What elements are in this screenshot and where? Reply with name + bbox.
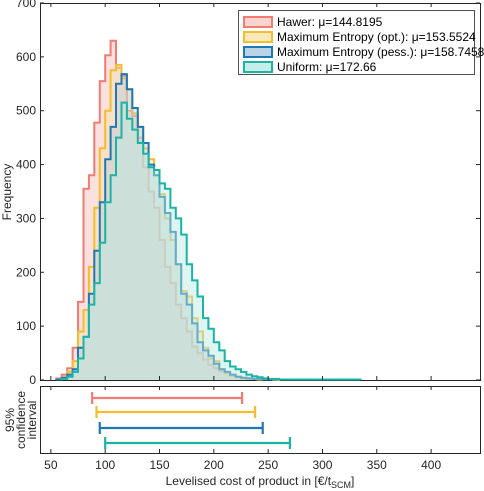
x-axis-label-close: ] [351,474,354,488]
legend-label-0: Hawer: μ=144.8195 [277,15,383,29]
histogram-series-layer [55,39,362,381]
axis-ticks-layer: 0 100 200 300 400 500 600 700 50 100 150 200 250 300 3… [16,0,480,472]
legend-label-3: Uniform: μ=172.66 [277,60,377,74]
legend-swatch-0 [243,16,273,28]
y-tick-label: 100 [16,319,36,333]
series-outline-3 [60,101,362,381]
y-tick-label: 700 [16,0,36,10]
series-fill-3 [61,102,361,380]
ci-label-line2: confidence [14,391,28,449]
y-axis-label: Frequency [0,164,14,221]
legend-label-1: Maximum Entropy (opt.): μ=153.5524 [277,30,476,44]
x-axis-label-main: Levelised cost of product in [€/t [166,474,332,488]
y-tick-label: 400 [16,158,36,172]
y-tick-label: 500 [16,104,36,118]
y-tick-label: 200 [16,265,36,279]
ci-label-line3: interval [25,401,39,440]
legend-swatch-3 [243,61,273,73]
legend-swatch-1 [243,31,273,43]
y-tick-label: 600 [16,50,36,64]
y-tick-label: 300 [16,211,36,225]
series-fill-2 [56,74,279,380]
x-tick-label: 250 [258,458,278,472]
legend-label-2: Maximum Entropy (pess.): μ=158.7458 [277,45,484,59]
legend-box [238,10,475,75]
x-tick-label: 350 [367,458,387,472]
x-tick-label: 100 [95,458,115,472]
x-tick-label: 400 [421,458,441,472]
x-tick-label: 50 [44,458,58,472]
x-axis-label-subscript: SCM [331,480,351,490]
y-tick-label: 0 [29,373,36,387]
series-outline-2 [55,73,280,381]
series-fill-0 [56,40,279,380]
legend-swatch-2 [243,46,273,58]
x-tick-label: 300 [312,458,332,472]
x-tick-label: 200 [204,458,224,472]
x-tick-label: 150 [149,458,169,472]
ci-label-line1: 95% [3,408,17,432]
x-axis-label: Levelised cost of product in [€/tSCM] [166,474,355,490]
ci-axis-label: 95% confidence interval [3,391,39,449]
confidence-interval-layer [91,392,291,449]
